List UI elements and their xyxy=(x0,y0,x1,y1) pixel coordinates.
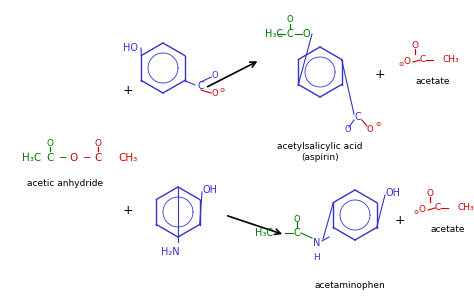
Text: C: C xyxy=(198,81,204,91)
Text: +: + xyxy=(374,69,385,81)
Text: ─: ─ xyxy=(83,153,89,163)
Text: CH₃: CH₃ xyxy=(118,153,137,163)
Text: ⊖: ⊖ xyxy=(219,88,225,92)
Text: O: O xyxy=(427,189,434,198)
Text: H₂N: H₂N xyxy=(161,247,179,257)
Text: H: H xyxy=(314,252,320,261)
Text: O: O xyxy=(367,124,374,133)
Text: acetic anhydride: acetic anhydride xyxy=(27,178,103,187)
Text: acetate: acetate xyxy=(416,78,450,86)
Text: +: + xyxy=(123,203,133,217)
Text: ⊖: ⊖ xyxy=(413,211,419,216)
Text: acetylsalicylic acid
(aspirin): acetylsalicylic acid (aspirin) xyxy=(277,142,363,162)
Text: C: C xyxy=(420,56,426,64)
Text: O: O xyxy=(46,140,54,148)
Text: +: + xyxy=(395,214,405,227)
Text: C: C xyxy=(435,203,441,212)
Text: ⊖: ⊖ xyxy=(375,122,381,127)
Text: C: C xyxy=(46,153,54,163)
Text: O: O xyxy=(419,206,426,214)
Text: OH: OH xyxy=(202,185,218,195)
Text: C: C xyxy=(293,228,301,238)
Text: HO: HO xyxy=(124,43,138,53)
Text: O: O xyxy=(302,29,310,39)
Text: H₃C: H₃C xyxy=(255,228,273,238)
Text: H₃C: H₃C xyxy=(265,29,283,39)
Text: C: C xyxy=(94,153,102,163)
Text: O: O xyxy=(212,72,219,80)
Text: +: + xyxy=(123,83,133,97)
Text: H₃C: H₃C xyxy=(22,153,41,163)
Text: acetaminophen: acetaminophen xyxy=(315,280,385,290)
Text: ⊖: ⊖ xyxy=(398,62,404,67)
Text: O: O xyxy=(94,140,101,148)
Text: O: O xyxy=(345,126,351,135)
Text: O: O xyxy=(70,153,78,163)
Text: O: O xyxy=(287,15,293,24)
Text: O: O xyxy=(294,214,301,224)
Text: O: O xyxy=(212,89,219,99)
Text: CH₃: CH₃ xyxy=(458,203,474,212)
Text: C: C xyxy=(287,29,293,39)
Text: acetate: acetate xyxy=(431,225,465,235)
Text: OH: OH xyxy=(385,188,401,198)
Text: CH₃: CH₃ xyxy=(443,56,460,64)
Text: C: C xyxy=(355,112,361,122)
Text: N: N xyxy=(313,238,321,248)
Text: O: O xyxy=(411,42,419,50)
Text: O: O xyxy=(403,58,410,67)
Text: ─: ─ xyxy=(59,153,65,163)
